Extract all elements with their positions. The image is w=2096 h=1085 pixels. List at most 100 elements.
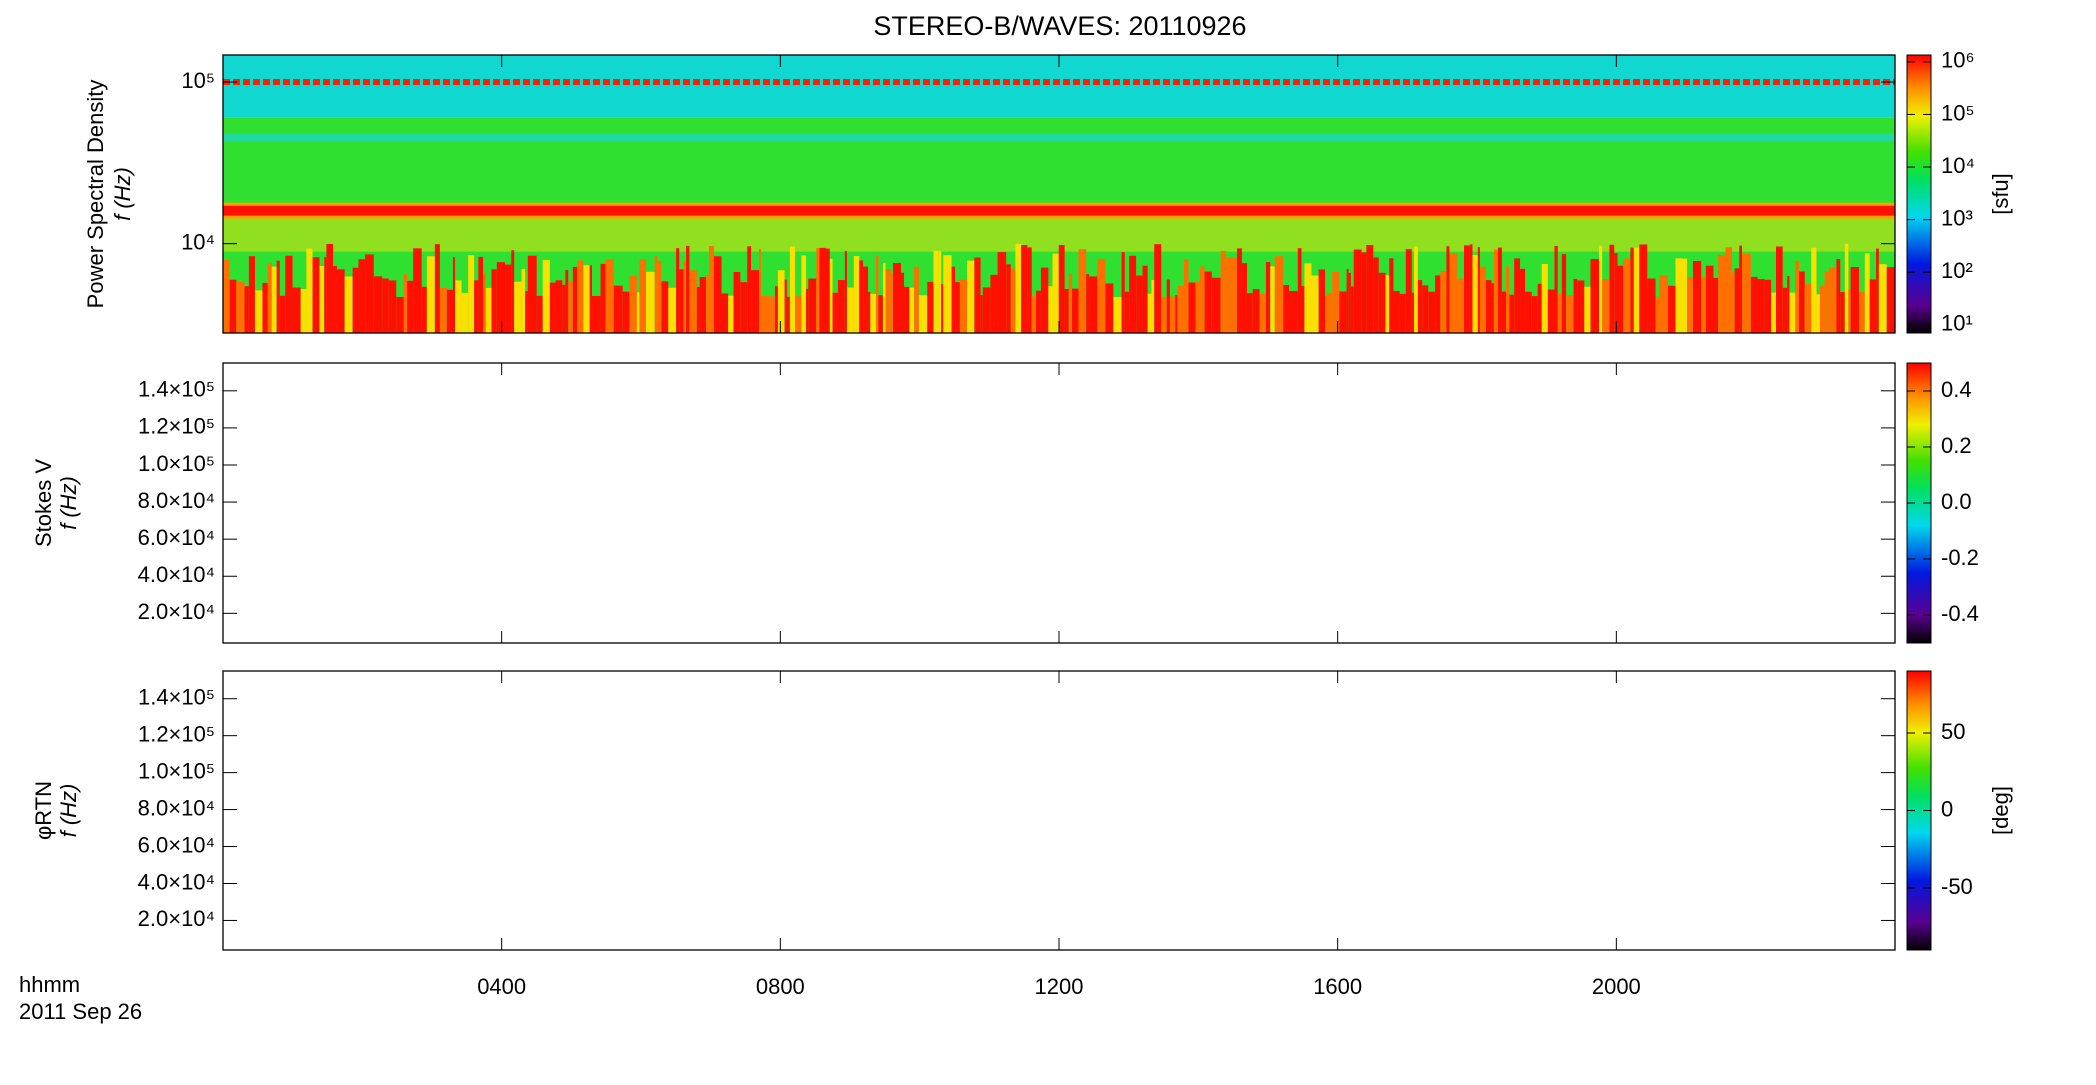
spectrogram-strip bbox=[1614, 253, 1618, 333]
spectrogram-strip bbox=[1234, 258, 1237, 333]
spectrogram-strip bbox=[279, 295, 286, 333]
spectrogram-strip bbox=[967, 260, 975, 333]
spectrogram-strip bbox=[1505, 266, 1510, 333]
spectrogram-strip bbox=[819, 247, 826, 333]
spectrogram-strip bbox=[1353, 249, 1362, 333]
spectrogram-strip bbox=[1204, 271, 1212, 333]
y-axis-label: Power Spectral Density bbox=[83, 80, 108, 309]
spectrogram-strip bbox=[1692, 260, 1702, 333]
spectrogram-strip bbox=[639, 259, 647, 333]
spectrogram-strip bbox=[276, 260, 280, 333]
spectrogram-strip bbox=[1531, 296, 1538, 333]
spectrogram-strip bbox=[562, 284, 566, 333]
spectrogram-strip bbox=[1339, 291, 1347, 333]
spectrogram-strip bbox=[808, 278, 817, 333]
spectrogram-strip bbox=[1816, 294, 1820, 333]
spectrogram-strip bbox=[1858, 292, 1865, 333]
spectrogram-strip bbox=[708, 245, 714, 333]
spectrogram-strip bbox=[1072, 288, 1079, 333]
spectrogram-strip bbox=[1675, 258, 1682, 333]
spectrogram-strip bbox=[589, 265, 592, 333]
spectrogram-strip bbox=[829, 258, 833, 333]
spectrogram-strip bbox=[1584, 286, 1591, 333]
spectrogram-strip bbox=[382, 278, 389, 333]
spectrogram-strip bbox=[1350, 286, 1354, 333]
y-tick-label: 8.0×10⁴ bbox=[138, 488, 215, 513]
spectrogram-strip bbox=[1366, 245, 1374, 333]
spectrogram-strip bbox=[1199, 266, 1205, 333]
spectrogram-strip bbox=[1211, 277, 1221, 333]
y-tick-label: 1.4×10⁵ bbox=[138, 685, 215, 710]
spectrogram-strip bbox=[1757, 279, 1765, 333]
spectrogram-strip bbox=[1639, 244, 1648, 333]
spectrogram-strip bbox=[1270, 266, 1275, 333]
colorbar-tick-label: -0.4 bbox=[1941, 601, 1979, 626]
spectrogram-strip bbox=[223, 259, 230, 333]
spectrogram-strip bbox=[505, 264, 512, 333]
spectrogram-strip bbox=[613, 285, 623, 333]
spectrogram-strip bbox=[1246, 293, 1253, 333]
spectrogram-strip bbox=[1848, 289, 1851, 333]
spectrogram-strip bbox=[1021, 245, 1028, 333]
spectrogram-strip bbox=[1850, 267, 1859, 333]
spectrogram-strip bbox=[1836, 259, 1841, 333]
spectrogram-strip bbox=[1590, 258, 1600, 333]
spectrogram-strip bbox=[1514, 258, 1521, 333]
spectrogram-strip bbox=[1177, 285, 1185, 333]
spectrogram-strip bbox=[1617, 265, 1624, 333]
spectrogram-strip bbox=[713, 256, 722, 333]
spectrogram-strip bbox=[1142, 265, 1148, 333]
spectrogram-strip bbox=[837, 280, 845, 333]
colorbar-tick-label: 0.0 bbox=[1941, 489, 1972, 514]
spectrogram-strip bbox=[878, 295, 883, 333]
spectrogram-strip bbox=[1819, 285, 1825, 333]
spectrogram-strip bbox=[1195, 281, 1200, 333]
spectrogram-strip bbox=[933, 250, 939, 333]
spectrogram-strip bbox=[1393, 291, 1400, 333]
y-tick-label: 10⁵ bbox=[181, 68, 215, 93]
spectrogram-strip bbox=[1446, 246, 1450, 333]
spectrogram-strip bbox=[859, 260, 864, 333]
spectrogram-strip bbox=[1844, 243, 1849, 333]
spectrogram-strip bbox=[699, 277, 707, 333]
spectrogram-strip bbox=[527, 255, 537, 333]
spectrogram-strip bbox=[1259, 293, 1267, 333]
spectrogram-strip bbox=[636, 292, 640, 333]
spectrogram-strip bbox=[882, 262, 886, 333]
spectrogram-strip bbox=[344, 276, 353, 333]
spectrogram-strip bbox=[1413, 246, 1418, 333]
spectrogram-strip bbox=[825, 248, 830, 333]
spectrogram-strip bbox=[1789, 292, 1796, 333]
spectrogram-image bbox=[223, 55, 1895, 333]
spectrogram-strip bbox=[1304, 263, 1312, 333]
spectrogram-strip bbox=[786, 296, 790, 333]
spectrogram-strip bbox=[496, 262, 506, 333]
spectrogram-strip bbox=[1493, 249, 1498, 333]
spectrogram-strip bbox=[324, 257, 327, 333]
spectrogram-strip bbox=[1121, 252, 1125, 333]
spectrogram-strip bbox=[452, 257, 456, 333]
spectrogram-strip bbox=[1659, 275, 1669, 333]
spectrogram-strip bbox=[1840, 292, 1845, 333]
y-axis-label: f (Hz) bbox=[110, 167, 135, 221]
spectrogram-strip bbox=[1318, 269, 1326, 333]
spectrogram-strip bbox=[795, 296, 802, 333]
spectrogram-strip bbox=[1509, 294, 1515, 333]
spectrogram-strip bbox=[468, 255, 475, 333]
spectrogram-strip bbox=[1633, 247, 1640, 333]
spectrogram-strip bbox=[801, 255, 807, 333]
y-tick-label: 1.0×10⁵ bbox=[138, 758, 215, 783]
spectrogram-strip bbox=[784, 279, 787, 333]
spectrogram-strip bbox=[1764, 279, 1772, 333]
spectrogram-strip bbox=[1048, 286, 1053, 333]
spectrogram-strip bbox=[478, 256, 484, 333]
spectrogram-strip bbox=[816, 248, 820, 333]
spectrogram-strip bbox=[388, 280, 397, 333]
spectrogram-strip bbox=[1348, 272, 1351, 333]
spectrogram-strip bbox=[683, 261, 687, 333]
spectrogram-strip bbox=[1795, 260, 1800, 333]
spectrogram-strip bbox=[997, 252, 1007, 333]
spectrogram-strip bbox=[1147, 293, 1152, 333]
spectrogram-strip bbox=[1878, 264, 1887, 333]
